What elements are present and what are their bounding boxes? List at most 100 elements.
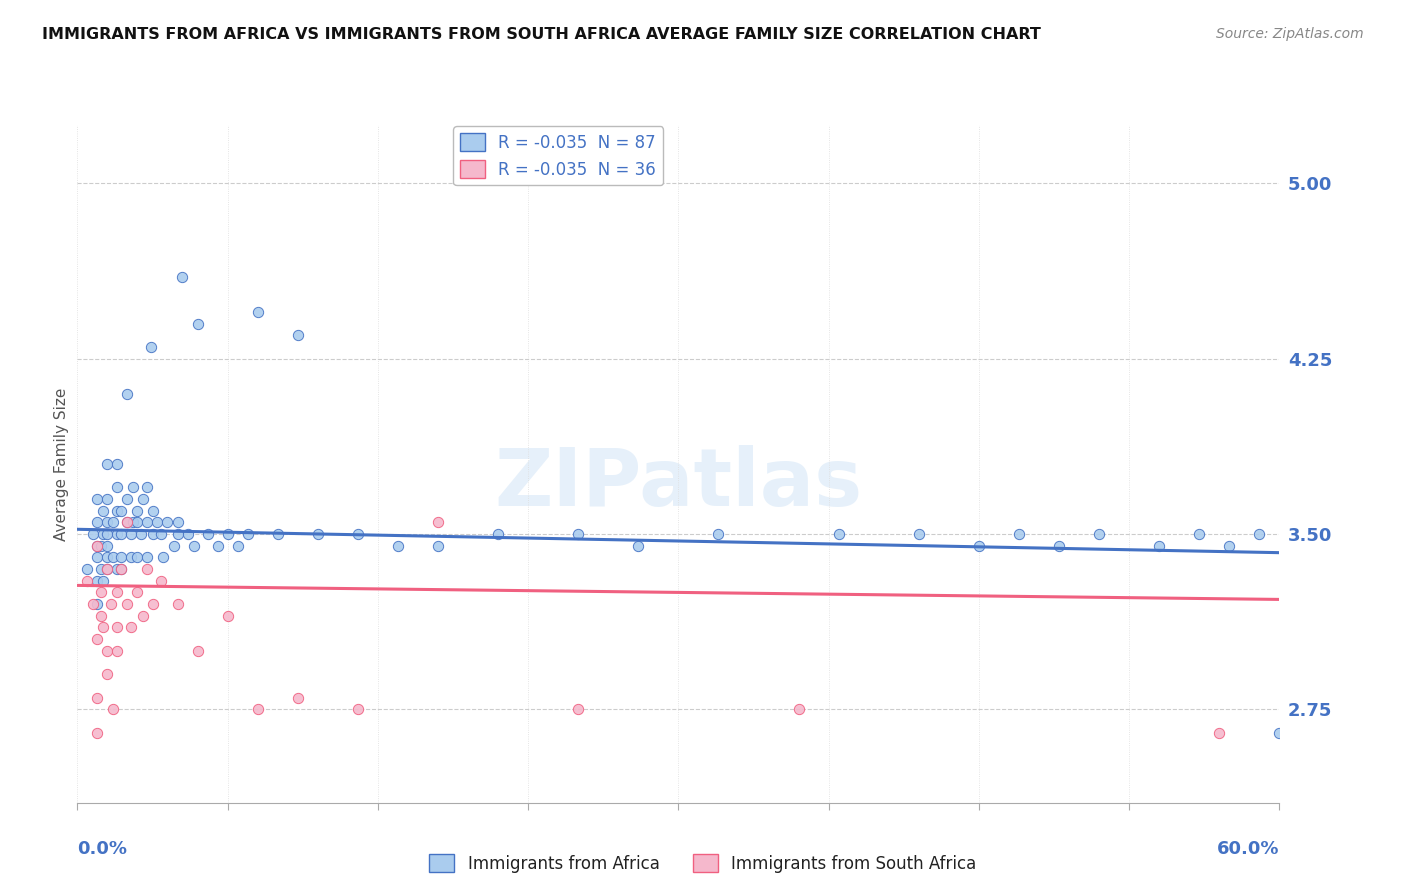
Point — [1088, 527, 1111, 541]
Point — [103, 702, 125, 716]
Point — [246, 702, 269, 716]
Point — [176, 527, 198, 541]
Point — [1208, 725, 1230, 739]
Point — [90, 608, 112, 623]
Point — [136, 516, 159, 530]
Point — [100, 597, 122, 611]
Point — [96, 539, 118, 553]
Y-axis label: Average Family Size: Average Family Size — [53, 387, 69, 541]
Text: ZIPatlas: ZIPatlas — [495, 445, 862, 524]
Point — [127, 550, 149, 565]
Point — [96, 644, 118, 658]
Point — [82, 597, 104, 611]
Point — [96, 457, 118, 471]
Text: 60.0%: 60.0% — [1218, 840, 1279, 858]
Point — [86, 491, 108, 506]
Point — [107, 620, 129, 634]
Point — [136, 480, 159, 494]
Point — [217, 527, 239, 541]
Point — [131, 527, 153, 541]
Text: Source: ZipAtlas.com: Source: ZipAtlas.com — [1216, 27, 1364, 41]
Point — [107, 457, 129, 471]
Point — [120, 527, 142, 541]
Point — [117, 491, 139, 506]
Point — [110, 503, 132, 517]
Point — [287, 690, 309, 705]
Point — [110, 550, 132, 565]
Point — [96, 667, 118, 681]
Point — [86, 725, 108, 739]
Point — [427, 516, 450, 530]
Point — [90, 562, 112, 576]
Legend: Immigrants from Africa, Immigrants from South Africa: Immigrants from Africa, Immigrants from … — [423, 847, 983, 880]
Point — [122, 516, 145, 530]
Point — [127, 585, 149, 599]
Point — [117, 516, 139, 530]
Point — [150, 527, 173, 541]
Legend: R = -0.035  N = 87, R = -0.035  N = 36: R = -0.035 N = 87, R = -0.035 N = 36 — [454, 127, 662, 186]
Point — [267, 527, 290, 541]
Point — [122, 480, 145, 494]
Point — [142, 597, 165, 611]
Point — [96, 562, 118, 576]
Point — [86, 597, 108, 611]
Point — [186, 317, 209, 331]
Point — [120, 550, 142, 565]
Point — [96, 562, 118, 576]
Point — [170, 269, 193, 284]
Point — [86, 550, 108, 565]
Point — [150, 574, 173, 588]
Text: IMMIGRANTS FROM AFRICA VS IMMIGRANTS FROM SOUTH AFRICA AVERAGE FAMILY SIZE CORRE: IMMIGRANTS FROM AFRICA VS IMMIGRANTS FRO… — [42, 27, 1040, 42]
Point — [96, 550, 118, 565]
Point — [967, 539, 990, 553]
Point — [86, 632, 108, 647]
Point — [86, 539, 108, 553]
Point — [136, 550, 159, 565]
Point — [103, 550, 125, 565]
Point — [197, 527, 219, 541]
Point — [142, 503, 165, 517]
Point — [96, 527, 118, 541]
Point — [207, 539, 229, 553]
Point — [1047, 539, 1070, 553]
Point — [141, 340, 163, 354]
Point — [90, 585, 112, 599]
Point — [627, 539, 650, 553]
Point — [103, 516, 125, 530]
Point — [347, 527, 370, 541]
Point — [1008, 527, 1031, 541]
Point — [110, 527, 132, 541]
Point — [107, 644, 129, 658]
Point — [166, 516, 188, 530]
Point — [908, 527, 931, 541]
Point — [82, 527, 104, 541]
Point — [107, 585, 129, 599]
Point — [96, 516, 118, 530]
Point — [427, 539, 450, 553]
Point — [236, 527, 259, 541]
Point — [287, 328, 309, 343]
Point — [142, 527, 165, 541]
Point — [120, 620, 142, 634]
Point — [90, 539, 112, 553]
Point — [93, 620, 115, 634]
Point — [76, 562, 98, 576]
Point — [226, 539, 249, 553]
Point — [828, 527, 851, 541]
Point — [96, 491, 118, 506]
Point — [1188, 527, 1211, 541]
Point — [110, 562, 132, 576]
Point — [86, 574, 108, 588]
Point — [246, 305, 269, 319]
Point — [136, 562, 159, 576]
Point — [107, 527, 129, 541]
Point — [1149, 539, 1171, 553]
Point — [707, 527, 730, 541]
Point — [93, 503, 115, 517]
Point — [1249, 527, 1271, 541]
Point — [1218, 539, 1240, 553]
Point — [127, 503, 149, 517]
Point — [107, 562, 129, 576]
Point — [86, 516, 108, 530]
Point — [486, 527, 509, 541]
